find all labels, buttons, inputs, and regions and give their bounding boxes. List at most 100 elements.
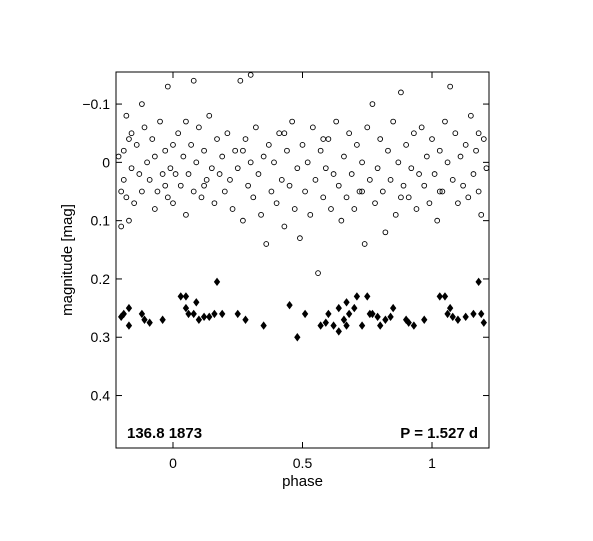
data-point-open-circle bbox=[405, 194, 412, 201]
data-point-open-circle bbox=[118, 223, 125, 230]
data-point-open-circle bbox=[480, 136, 487, 142]
data-point-filled-diamond bbox=[454, 315, 462, 324]
data-point-open-circle bbox=[162, 182, 169, 189]
data-point-open-circle bbox=[177, 182, 184, 189]
y-tick-label: 0.3 bbox=[91, 329, 111, 345]
data-point-open-circle bbox=[341, 153, 347, 160]
data-point-filled-diamond bbox=[343, 298, 350, 307]
data-point-open-circle bbox=[237, 77, 244, 84]
data-point-open-circle bbox=[320, 194, 327, 201]
data-point-filled-diamond bbox=[345, 309, 353, 319]
data-point-filled-diamond bbox=[141, 315, 148, 324]
data-point-open-circle bbox=[139, 101, 145, 107]
data-point-filled-diamond bbox=[138, 309, 146, 319]
y-tick-label: −0.1 bbox=[82, 96, 110, 112]
data-point-open-circle bbox=[361, 241, 368, 247]
data-point-open-circle bbox=[190, 188, 197, 195]
data-point-open-circle bbox=[436, 147, 443, 154]
data-point-open-circle bbox=[247, 159, 254, 166]
data-point-open-circle bbox=[307, 211, 314, 218]
data-point-open-circle bbox=[265, 142, 272, 148]
x-tick-label: 0 bbox=[169, 455, 177, 471]
data-point-open-circle bbox=[483, 165, 490, 172]
data-point-open-circle bbox=[149, 136, 156, 142]
data-point-open-circle bbox=[120, 176, 127, 183]
y-axis-label: magnitude [mag] bbox=[59, 204, 76, 316]
data-point-open-circle bbox=[366, 176, 373, 183]
data-point-open-circle bbox=[118, 188, 125, 195]
data-point-filled-diamond bbox=[182, 292, 190, 301]
data-point-open-circle bbox=[152, 153, 158, 160]
data-point-open-circle bbox=[289, 118, 295, 125]
data-point-open-circle bbox=[136, 171, 143, 177]
data-point-open-circle bbox=[170, 142, 176, 148]
data-point-filled-diamond bbox=[182, 303, 190, 313]
data-point-open-circle bbox=[442, 118, 448, 125]
data-point-open-circle bbox=[152, 206, 158, 212]
data-point-filled-diamond bbox=[120, 309, 127, 319]
data-point-open-circle bbox=[284, 147, 290, 154]
data-point-open-circle bbox=[227, 176, 233, 183]
x-tick-label: 1 bbox=[428, 455, 436, 471]
data-point-open-circle bbox=[164, 194, 171, 201]
data-point-open-circle bbox=[221, 188, 228, 195]
data-point-open-circle bbox=[157, 118, 163, 125]
data-point-open-circle bbox=[421, 182, 428, 189]
data-point-open-circle bbox=[330, 171, 337, 177]
data-point-open-circle bbox=[377, 136, 384, 142]
data-point-open-circle bbox=[462, 142, 469, 148]
data-point-open-circle bbox=[190, 77, 197, 84]
data-point-open-circle bbox=[281, 130, 288, 137]
x-tick-label: 0.5 bbox=[293, 455, 313, 471]
data-point-open-circle bbox=[201, 182, 207, 189]
data-point-open-circle bbox=[447, 83, 453, 90]
data-point-open-circle bbox=[426, 200, 433, 207]
data-point-open-circle bbox=[141, 124, 148, 131]
data-point-filled-diamond bbox=[325, 309, 332, 319]
data-point-open-circle bbox=[206, 112, 213, 119]
data-point-open-circle bbox=[320, 136, 327, 142]
data-point-filled-diamond bbox=[475, 277, 482, 287]
data-point-open-circle bbox=[429, 136, 435, 142]
data-point-open-circle bbox=[302, 188, 308, 195]
data-point-open-circle bbox=[452, 130, 459, 137]
data-point-open-circle bbox=[172, 171, 179, 177]
data-point-open-circle bbox=[398, 194, 404, 201]
data-point-open-circle bbox=[475, 130, 482, 137]
data-point-open-circle bbox=[356, 188, 363, 195]
axis-ticks bbox=[116, 72, 489, 448]
data-point-filled-diamond bbox=[351, 303, 358, 313]
data-point-open-circle bbox=[185, 171, 192, 177]
data-point-open-circle bbox=[128, 130, 135, 137]
data-point-filled-diamond bbox=[200, 312, 208, 322]
data-point-open-circle bbox=[411, 130, 417, 137]
data-point-open-circle bbox=[359, 188, 365, 195]
data-point-open-circle bbox=[219, 153, 226, 160]
data-point-filled-diamond bbox=[125, 303, 133, 313]
data-point-open-circle bbox=[364, 124, 371, 131]
data-point-filled-diamond bbox=[470, 309, 477, 319]
data-point-open-circle bbox=[385, 147, 391, 154]
data-point-open-circle bbox=[312, 176, 319, 183]
data-point-open-circle bbox=[382, 229, 389, 236]
object-id-annotation: 136.8 1873 bbox=[127, 425, 202, 442]
data-point-open-circle bbox=[170, 200, 176, 207]
data-point-open-circle bbox=[216, 171, 223, 177]
data-point-filled-diamond bbox=[364, 292, 371, 301]
data-point-filled-diamond bbox=[317, 321, 324, 330]
data-point-open-circle bbox=[139, 188, 145, 195]
data-point-filled-diamond bbox=[387, 312, 394, 322]
data-point-open-circle bbox=[317, 147, 324, 154]
period-annotation: P = 1.527 d bbox=[400, 425, 478, 442]
data-point-open-circle bbox=[322, 165, 329, 172]
data-point-open-circle bbox=[387, 176, 394, 183]
y-tick-label: 0 bbox=[102, 154, 110, 170]
data-point-open-circle bbox=[431, 171, 438, 177]
data-point-open-circle bbox=[315, 270, 321, 276]
data-point-filled-diamond bbox=[446, 303, 454, 313]
data-point-open-circle bbox=[240, 147, 246, 154]
data-point-filled-diamond bbox=[177, 292, 184, 301]
data-point-open-circle bbox=[468, 112, 474, 119]
data-point-filled-diamond bbox=[436, 292, 443, 301]
data-point-open-circle bbox=[455, 200, 461, 207]
